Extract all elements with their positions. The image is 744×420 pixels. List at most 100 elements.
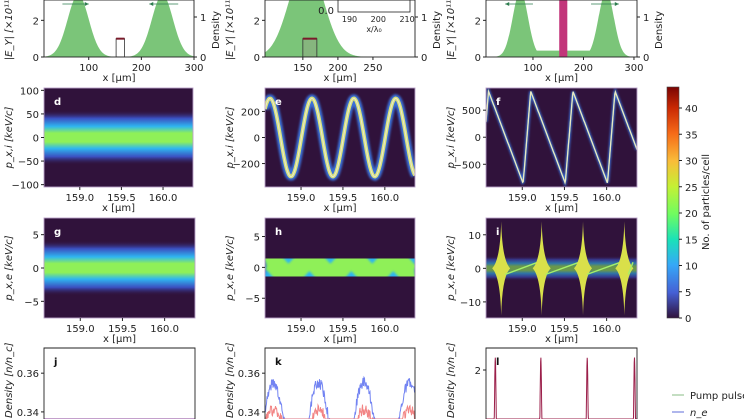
y-axis-label: p_x,e [keV/c] [446,235,457,301]
x-tick-label: 159.5 [107,193,136,204]
colorbar-tick-label: 5 [685,288,691,299]
plot-area [265,88,415,187]
arrow-head [614,2,619,6]
y-tick-label: 0 [33,264,39,275]
colorbar-tick-label: 40 [685,104,698,115]
panel-label: e [275,97,282,108]
y-tick-label: 500 [462,106,481,117]
x-axis-label: x [μm] [323,203,356,214]
x-axis-label: x [μm] [545,203,578,214]
y2-axis-label: Density [654,11,665,49]
x-tick-label: 160.0 [371,324,400,335]
y-axis-label: p_x,i [keV/c] [225,106,236,169]
panel-label: i [496,227,499,238]
y-tick-label: 0.36 [238,369,260,380]
plot-area [486,218,637,318]
x-tick-label: 159.0 [65,193,94,204]
target-density-box [302,38,318,57]
y2-tick-label: 1 [643,13,649,24]
y-tick-label: −10 [460,298,481,309]
y-tick-label: 0 [254,263,260,274]
y-tick-label: 0 [33,134,39,145]
colorbar-tick-label: 0 [685,314,691,325]
panel-label: j [53,357,57,368]
axes-frame [264,0,416,58]
inset-ytick: 0.0 [318,6,334,17]
y-tick-label: 0.34 [17,408,39,419]
x-tick-label: 160.0 [149,193,178,204]
x-tick-label: 159.5 [108,324,137,335]
x-axis-label: x [μm] [103,334,136,345]
y-tick-label: 100 [20,86,39,97]
x-tick-label: 159.5 [329,324,358,335]
x-tick-label: 160.0 [592,324,621,335]
y-axis-label: Density [n/n_c] [446,342,457,418]
density-line [486,357,637,419]
panel-label: l [496,357,499,368]
panel-label: f [496,97,501,108]
x-tick-label: 159.5 [329,193,358,204]
distribution-ramp [627,262,634,275]
x-tick-label: 200 [328,63,347,74]
y-axis-label: |E_Y| [×10¹¹ [4,0,15,60]
y-axis-label: Density [n/n_c] [225,342,236,418]
distribution-band [44,109,193,166]
y2-tick-label: 0 [421,53,427,64]
y-tick-label: 200 [241,107,260,118]
colorbar-tick-label: 30 [685,157,698,168]
colorbar-gradient [666,86,680,319]
inset: 0.0 190 200 210 x/λ₀ [318,0,415,34]
y-tick-label: 0 [475,264,481,275]
legend-label-ne: n_e [690,408,708,419]
y-axis-label: p_x,e [keV/c] [4,235,15,301]
y-axis-label: p_x,i [keV/c] [4,106,15,169]
x-tick-label: 159.0 [287,193,316,204]
x-tick-label: 159.0 [66,324,95,335]
plot-area [486,88,637,187]
plot-area [44,0,194,57]
x-tick-label: 160.0 [592,193,621,204]
panel-c: 0 1 Density 0 2 100 200 300 x [μm] |E_Y| [×10¹¹ [446,0,665,84]
distribution-band [44,240,195,296]
plot-area [265,218,415,318]
arrow-head [505,2,510,6]
distribution-spike [615,221,634,316]
plot-area [265,375,415,419]
axes-frame [485,0,638,58]
y2-axis-label: Density [432,11,443,49]
y-tick-label: 0 [254,134,260,145]
y-tick-label: −200 [233,160,260,171]
colorbar-label: No. of particles/cell [701,154,712,250]
x-tick-label: 250 [363,63,382,74]
y-tick-label: −5 [245,294,260,305]
pump-pulse-area [486,0,637,57]
y2-tick-label: 1 [421,13,427,24]
distribution-spike [574,221,593,316]
panel-d: d 100 50 0 −50 −100 159.0 159.5 160.0 x [μm] p_x,i… [4,86,194,214]
y-axis-label: Density [n/n_c] [4,342,15,418]
panel-label: h [275,227,282,238]
y-tick-label: −50 [18,157,39,168]
y-tick-label: −5 [24,297,39,308]
plot-area [265,0,415,57]
density-line-blue [265,375,415,419]
inset-frame [337,0,411,13]
target-density-box [115,38,125,57]
y-tick-label: 2 [475,366,481,377]
plot-area [44,88,193,187]
y-axis-label: p_x,e [keV/c] [225,235,236,301]
distribution-spike [532,221,551,316]
colorbar-tick-label: 15 [685,235,698,246]
x-axis-label: x [μm] [323,334,356,345]
arrow-head [149,2,154,6]
x-axis-label: x [μm] [102,73,135,84]
panel-l: l 2 Density [n/n_c] [446,342,638,419]
x-tick-label: 159.5 [550,324,579,335]
y-tick-label: 2 [33,16,39,27]
y-tick-label: 0.34 [238,408,260,419]
colorbar-tick-label: 10 [685,262,698,273]
y-tick-label: 0 [475,133,481,144]
